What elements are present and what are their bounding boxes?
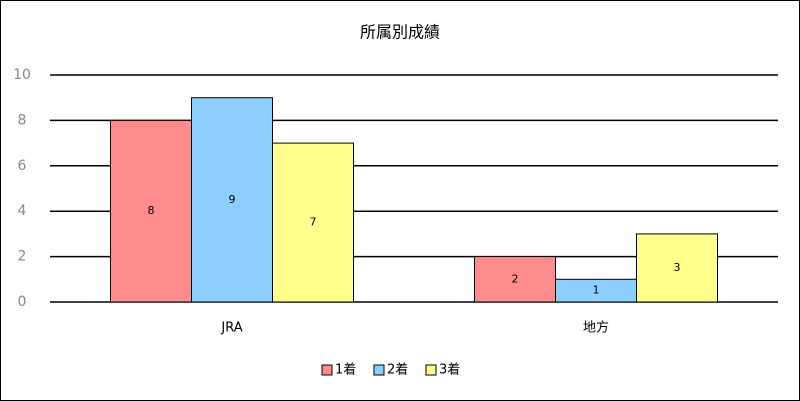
bar bbox=[636, 233, 718, 303]
x-tick-label: 地方 bbox=[583, 320, 609, 336]
value-label: 2 bbox=[512, 272, 519, 285]
value-label: 1 bbox=[593, 284, 600, 297]
bar bbox=[191, 97, 273, 303]
y-tick-label: 10 bbox=[13, 67, 31, 83]
x-tick-label: JRA bbox=[220, 321, 242, 336]
legend-swatch bbox=[321, 364, 333, 376]
legend-label: 3着 bbox=[439, 362, 460, 378]
y-tick-label: 4 bbox=[18, 203, 27, 219]
value-label: 8 bbox=[148, 204, 155, 217]
legend-swatch bbox=[425, 364, 437, 376]
y-tick-label: 2 bbox=[18, 249, 27, 265]
value-label: 7 bbox=[310, 216, 317, 229]
y-tick-label: 6 bbox=[18, 158, 27, 174]
value-label: 9 bbox=[229, 193, 236, 206]
bar bbox=[272, 142, 354, 303]
y-tick-label: 0 bbox=[18, 294, 27, 310]
value-label: 3 bbox=[674, 261, 681, 274]
chart-title: 所属別成績 bbox=[360, 23, 440, 42]
legend-label: 1着 bbox=[335, 362, 356, 378]
legend-swatch bbox=[373, 364, 385, 376]
y-tick-label: 8 bbox=[18, 112, 27, 128]
legend-label: 2着 bbox=[387, 362, 408, 378]
bar bbox=[474, 256, 556, 303]
